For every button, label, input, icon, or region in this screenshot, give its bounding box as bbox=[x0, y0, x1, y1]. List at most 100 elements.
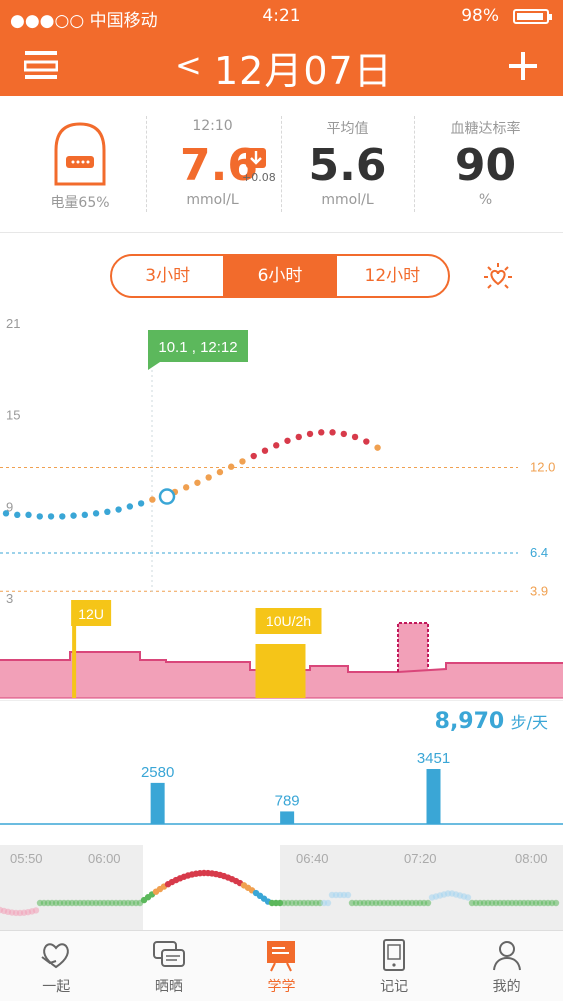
app-header: ●●●○○ 中国移动 4:21 98% < 12月07日 bbox=[0, 0, 563, 96]
glucose-point bbox=[47, 513, 55, 520]
glucose-point bbox=[36, 513, 43, 520]
steps-section: 8,970 步/天 2580 789 3451 bbox=[0, 700, 563, 841]
tooltip-pointer bbox=[148, 362, 160, 370]
overview-time-label: 05:50 bbox=[10, 851, 43, 866]
basal-line bbox=[0, 651, 563, 673]
compliance-label: 血糖达标率 bbox=[450, 121, 521, 137]
steps-bar bbox=[150, 782, 165, 824]
steps-bar-label: 789 bbox=[275, 792, 300, 809]
heart-hands-icon bbox=[41, 943, 70, 969]
glucose-point bbox=[295, 433, 302, 441]
latest-glucose-value: 7.6 bbox=[180, 140, 258, 191]
glucose-point bbox=[104, 508, 111, 516]
person-icon bbox=[492, 941, 521, 971]
tab-learn[interactable]: 学学 bbox=[225, 931, 338, 1001]
tab-share[interactable]: 晒晒 bbox=[113, 931, 226, 1001]
bolus-label: 12U bbox=[78, 606, 104, 622]
steps-bar bbox=[426, 769, 441, 824]
overview-time-label: 08:00 bbox=[515, 851, 548, 866]
menu-icon[interactable] bbox=[24, 50, 58, 80]
selected-point bbox=[158, 488, 176, 505]
sun-heart-icon[interactable] bbox=[480, 262, 516, 292]
bolus-bar bbox=[72, 610, 77, 698]
glucose-point bbox=[261, 447, 269, 454]
compliance-unit: % bbox=[478, 192, 493, 208]
chat-bubbles-icon bbox=[152, 941, 185, 967]
overview-point bbox=[464, 894, 472, 901]
down-arrow-icon bbox=[246, 148, 266, 168]
y-tick-label: 21 bbox=[6, 316, 20, 331]
overview-time-label: 07:20 bbox=[404, 851, 437, 866]
glucose-point bbox=[194, 479, 201, 486]
battery-icon bbox=[513, 9, 552, 24]
glucose-chart[interactable]: 21 15 9 3 12.0 6.4 3.9 12U 10U/2h 10.1 , 12:12 bbox=[0, 310, 563, 700]
glucose-point bbox=[250, 452, 257, 460]
status-battery-percent: 98% bbox=[461, 6, 499, 26]
glucose-point bbox=[318, 429, 325, 436]
range-3h-button[interactable]: 3小时 bbox=[145, 266, 191, 286]
glucose-point bbox=[374, 444, 381, 451]
steps-bar-label: 3451 bbox=[417, 750, 450, 767]
device-icon bbox=[54, 122, 106, 186]
glucose-point bbox=[25, 511, 32, 519]
glucose-point bbox=[70, 512, 77, 519]
steps-total: 8,970 步/天 bbox=[434, 709, 548, 734]
glucose-point bbox=[340, 430, 347, 438]
status-carrier: ●●●○○ 中国移动 bbox=[10, 11, 158, 31]
threshold-label: 12.0 bbox=[530, 460, 555, 475]
range-6h-button[interactable]: 6小时 bbox=[223, 256, 337, 296]
overview-shaded-right bbox=[280, 845, 563, 930]
threshold-label: 3.9 bbox=[530, 583, 548, 598]
bolus-label-box bbox=[71, 600, 112, 626]
glucose-point bbox=[306, 430, 314, 438]
steps-bar bbox=[280, 811, 295, 824]
y-tick-label: 9 bbox=[6, 499, 13, 514]
glucose-point bbox=[115, 506, 122, 513]
glucose-point bbox=[182, 484, 190, 491]
glucose-point bbox=[216, 468, 224, 476]
overview-point bbox=[552, 899, 560, 907]
temp-basal-line bbox=[397, 622, 429, 672]
basal-insulin-label: 10U/2h bbox=[266, 613, 311, 629]
average-unit: mmol/L bbox=[321, 192, 374, 208]
tab-record[interactable]: 记记 bbox=[338, 931, 451, 1001]
tooltip-text: 10.1 , 12:12 bbox=[158, 339, 237, 356]
stats-panel: 电量65% 12:10 7.6 +0.08 mmol/L 平均值 5.6 mmo… bbox=[0, 96, 563, 233]
steps-bar-label: 2580 bbox=[141, 764, 174, 781]
divider bbox=[281, 116, 282, 212]
glucose-point bbox=[137, 500, 145, 507]
tab-together[interactable]: 一起 bbox=[0, 931, 113, 1001]
glucose-point bbox=[2, 510, 10, 517]
threshold-label: 6.4 bbox=[530, 545, 548, 560]
overview-time-label: 06:40 bbox=[296, 851, 329, 866]
device-battery-label: 电量65% bbox=[50, 195, 110, 211]
overview-point bbox=[324, 899, 332, 907]
range-12h-button[interactable]: 12小时 bbox=[364, 266, 421, 286]
overview-time-label: 06:00 bbox=[88, 851, 121, 866]
y-tick-label: 15 bbox=[6, 408, 20, 423]
glucose-point bbox=[284, 437, 291, 444]
divider bbox=[414, 116, 415, 212]
presentation-board-icon bbox=[267, 941, 296, 972]
glucose-point bbox=[273, 442, 280, 449]
phone-notebook-icon bbox=[383, 939, 406, 971]
basal-area bbox=[0, 623, 563, 698]
overview-timeline[interactable]: 05:50 06:00 06:40 07:20 08:00 bbox=[0, 845, 563, 930]
basal-insulin-block bbox=[255, 644, 306, 698]
tab-profile[interactable]: 我的 bbox=[450, 931, 563, 1001]
average-label: 平均值 bbox=[326, 121, 369, 137]
latest-delta: +0.08 bbox=[242, 171, 276, 184]
steps-chart: 2580 789 3451 bbox=[0, 750, 563, 825]
add-icon[interactable] bbox=[507, 50, 539, 82]
divider bbox=[146, 116, 147, 212]
glucose-point bbox=[351, 433, 359, 441]
tab-bar: 一起 晒晒 学学 记记 我的 bbox=[0, 930, 563, 1001]
glucose-point bbox=[239, 458, 246, 465]
page-title-date[interactable]: 12月07日 bbox=[214, 49, 393, 93]
y-tick-label: 3 bbox=[6, 591, 13, 606]
glucose-point bbox=[59, 513, 66, 520]
overview-point bbox=[424, 899, 432, 907]
glucose-point bbox=[329, 429, 336, 436]
back-arrow-icon[interactable]: < bbox=[175, 46, 202, 84]
status-time: 4:21 bbox=[262, 6, 301, 26]
